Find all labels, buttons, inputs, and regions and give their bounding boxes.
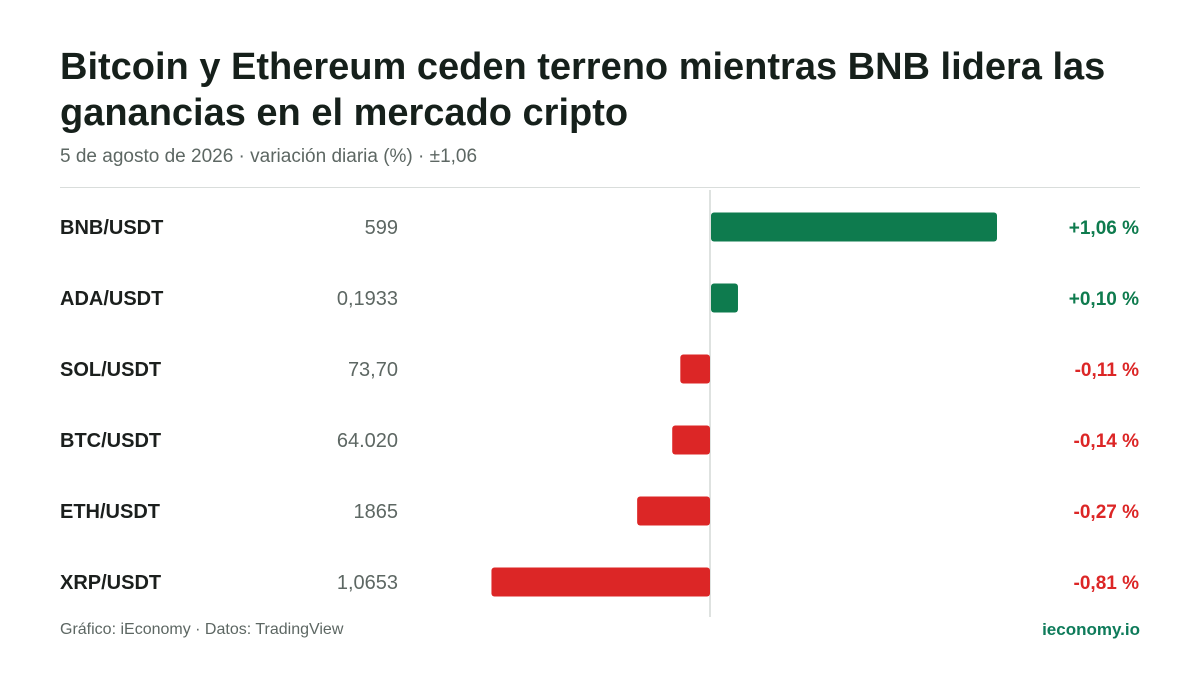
pair-label: BTC/USDT — [60, 430, 161, 452]
price-value: 0,1933 — [337, 288, 398, 310]
bar-xrp-usdt — [491, 567, 710, 597]
header-divider — [60, 187, 1140, 188]
bar-ada-usdt — [711, 283, 738, 313]
pair-label: ETH/USDT — [60, 501, 160, 523]
change-label: -0,27 % — [1074, 502, 1140, 523]
change-label: +1,06 % — [1069, 218, 1139, 239]
price-value: 1865 — [354, 501, 399, 523]
change-label: -0,11 % — [1075, 360, 1140, 381]
bar-bnb-usdt — [711, 212, 997, 242]
change-label: -0,81 % — [1074, 573, 1140, 594]
brand-link[interactable]: ieconomy.io — [1042, 620, 1140, 639]
price-value: 64.020 — [337, 430, 398, 452]
source-credit: Gráfico: iEconomy · Datos: TradingView — [60, 621, 344, 638]
pair-label: BNB/USDT — [60, 217, 163, 239]
price-value: 1,0653 — [337, 572, 398, 594]
chart-subtitle: 5 de agosto de 2026 · variación diaria (… — [60, 146, 478, 167]
change-label: +0,10 % — [1069, 289, 1139, 310]
bar-sol-usdt — [680, 354, 710, 384]
pair-label: SOL/USDT — [60, 359, 161, 381]
chart-title: Bitcoin y Ethereum ceden terreno mientra… — [60, 46, 1106, 134]
pair-label: XRP/USDT — [60, 572, 161, 594]
bar-eth-usdt — [637, 496, 710, 526]
change-label: -0,14 % — [1074, 431, 1140, 452]
price-value: 73,70 — [348, 359, 398, 381]
bar-btc-usdt — [672, 425, 710, 455]
pair-label: ADA/USDT — [60, 288, 163, 310]
price-value: 599 — [365, 217, 398, 239]
